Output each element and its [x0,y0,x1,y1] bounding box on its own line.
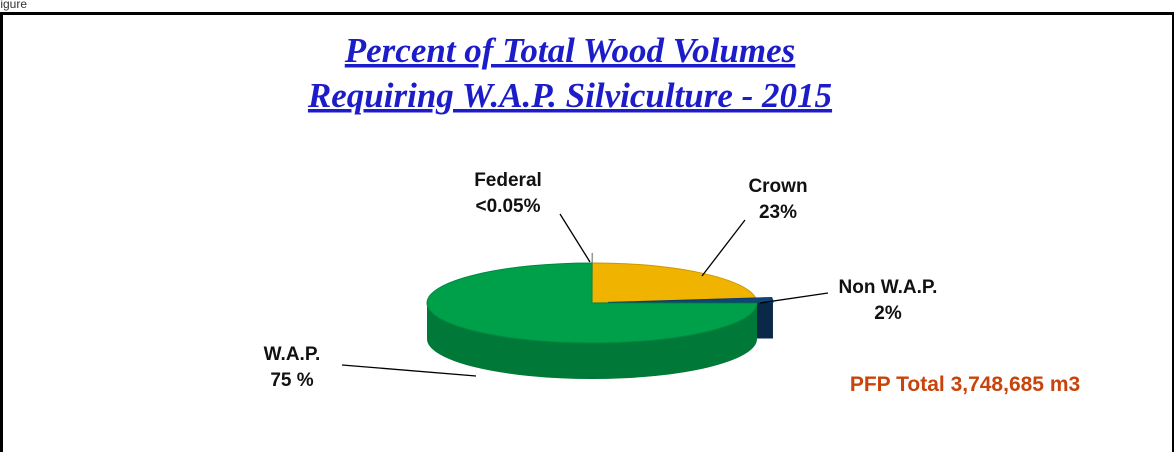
figure-label: Figure [0,0,27,11]
slice-label: Federal [474,170,542,191]
slice [591,262,757,304]
slice-label: Crown [748,176,807,197]
chart-title: Requiring W.A.P. Silviculture - 2015 [307,76,832,115]
leader-line [759,292,829,304]
slice [426,262,758,344]
slice-label: Non W.A.P. [839,277,938,298]
leader-line [701,219,746,277]
leader-line [341,364,477,377]
slice-label: W.A.P. [264,344,321,365]
annotation: PFP Total 3,748,685 m3 [850,373,1080,396]
chart-title: Percent of Total Wood Volumes [344,31,796,70]
leader-line [559,213,591,263]
value-label: 75 % [270,370,313,391]
value-label: <0.05% [476,196,541,217]
slice [607,296,774,304]
slice-wall [426,303,757,380]
value-label: 2% [874,303,902,324]
value-label: 23% [759,202,797,223]
